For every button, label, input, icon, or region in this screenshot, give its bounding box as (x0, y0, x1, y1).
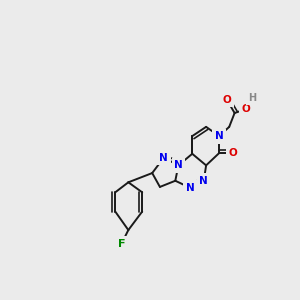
Text: N: N (174, 160, 183, 170)
Text: F: F (118, 239, 125, 249)
Text: N: N (200, 176, 208, 186)
Text: N: N (186, 183, 194, 193)
Text: N: N (215, 131, 224, 141)
Text: O: O (229, 148, 237, 158)
Text: H: H (248, 93, 256, 103)
Text: N: N (159, 153, 168, 163)
Text: O: O (223, 95, 231, 105)
Text: O: O (242, 104, 250, 114)
